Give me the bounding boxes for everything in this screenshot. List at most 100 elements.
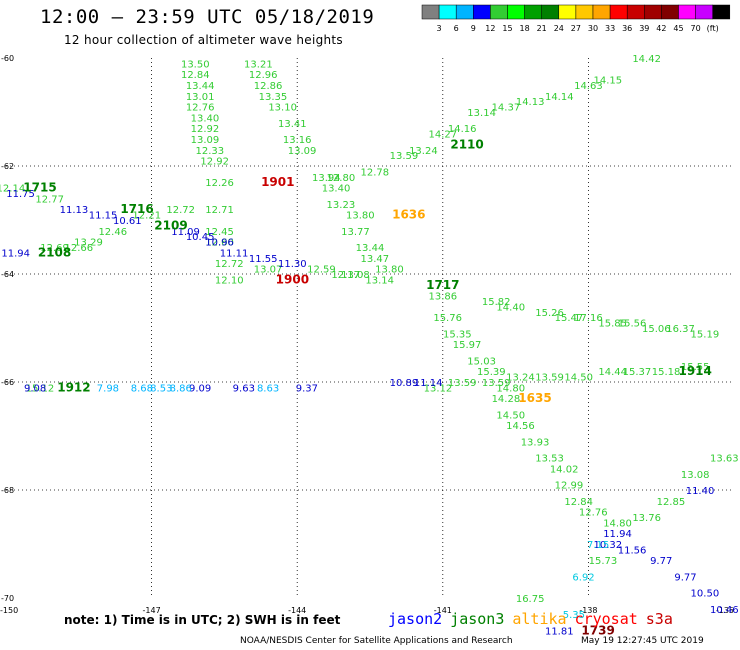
legend-label: 45 (673, 24, 683, 33)
wave-height-value: 13.40 (322, 184, 351, 195)
wave-height-value: 10.50 (691, 589, 720, 600)
wave-height-value: 12.66 (64, 243, 93, 254)
wave-height-value: 12.78 (361, 167, 390, 178)
wave-height-value: 13.09 (191, 135, 220, 146)
wave-height-value: 7.98 (97, 383, 119, 394)
wave-height-value: 12.17 (331, 270, 360, 281)
legend-label: 42 (656, 24, 666, 33)
wave-height-value: 9.09 (189, 383, 211, 394)
longitude-tick-label: -147 (143, 606, 161, 615)
satellite-altika: altika (512, 610, 567, 628)
wave-height-value: 15.19 (691, 329, 720, 340)
legend-swatch (695, 4, 713, 20)
axis-ticks: -60 -62 -64 -66 -68 -70 -150 -147 -144 -141 -138 -1… (0, 54, 734, 615)
wave-height-value: 13.29 (74, 238, 103, 249)
wave-height-value: 14.40 (496, 302, 525, 313)
track-time-label: 2109 (154, 218, 187, 232)
wave-height-value: 17.16 (574, 313, 603, 324)
map-grid (6, 58, 734, 598)
wave-height-value: 10.89 (390, 378, 419, 389)
wave-height-value: 15.76 (433, 313, 462, 324)
wave-height-value: 12.45 (205, 227, 234, 238)
observation-values: 13.5012.8413.4413.0112.7613.4012.9213.09… (0, 54, 739, 637)
wave-height-value: 11.14 (414, 378, 443, 389)
wave-height-value: 8.53 (150, 383, 172, 394)
latitude-tick-label: -60 (1, 54, 14, 63)
legend-label: 21 (537, 24, 547, 33)
wave-height-value: 13.47 (361, 254, 390, 265)
wave-height-value: 13.44 (356, 243, 385, 254)
wave-height-value: 12.96 (249, 70, 278, 81)
wave-height-value: 12.92 (200, 157, 229, 168)
track-time-label: 1636 (392, 208, 425, 222)
wave-height-value: 11.30 (278, 259, 307, 270)
wave-height-value: 15.97 (453, 340, 482, 351)
wave-height-value: 15.55 (681, 362, 710, 373)
track-time-label: 1900 (276, 272, 309, 286)
wave-height-value: 13.41 (278, 119, 307, 130)
legend-swatch (592, 4, 611, 20)
wave-height-value: 11.81 (545, 626, 574, 637)
wave-height-value: 15.06 (642, 324, 671, 335)
wave-height-value: 14.27 (428, 130, 457, 141)
wave-height-value: 13.01 (186, 92, 215, 103)
wave-height-value: 12.21 (132, 211, 161, 222)
legend-swatch (421, 4, 440, 20)
wave-height-value: 15.18 (652, 367, 681, 378)
track-time-label: 1717 (426, 278, 459, 292)
wave-height-value: 13.53 (535, 454, 564, 465)
wave-height-value: 12.59 (307, 265, 336, 276)
track-time-label: 1635 (518, 391, 551, 405)
legend-swatch (473, 4, 491, 20)
wave-height-value: 13.14 (365, 275, 394, 286)
wave-height-value: 15.26 (535, 308, 564, 319)
wave-height-value: 14.02 (550, 464, 579, 475)
legend-swatch (575, 4, 594, 20)
track-time-label: 2108 (38, 245, 71, 259)
wave-height-value: 10.96 (205, 238, 234, 249)
legend-label: 27 (571, 24, 581, 33)
wave-height-value: 14.14 (545, 92, 574, 103)
longitude-tick-label: -138 (579, 606, 597, 615)
wave-height-value: 14.56 (506, 421, 535, 432)
legend-label: 70 (691, 24, 701, 33)
legend-label: 9 (471, 24, 476, 33)
satellite-cryosat: cryosat (574, 610, 638, 628)
wave-height-value: 13.59 (482, 378, 511, 389)
legend-label: (ft) (707, 24, 719, 33)
wave-height-value: 12.84 (181, 70, 210, 81)
legend-swatch (558, 4, 577, 20)
legend-label: 12 (485, 24, 495, 33)
wave-height-value: 9.77 (650, 556, 672, 567)
wave-height-value: 13.80 (346, 211, 375, 222)
wave-height-value: 16.75 (516, 594, 545, 605)
latitude-tick-label: -70 (1, 594, 14, 603)
wave-height-value: 11.09 (171, 227, 200, 238)
wave-height-value: 11.13 (60, 205, 89, 216)
wave-height-value: 13.14 (467, 108, 496, 119)
wave-height-value: 12.76 (579, 508, 608, 519)
wave-height-value: 13.93 (521, 437, 550, 448)
latitude-tick-label: -68 (1, 486, 14, 495)
legend-swatch (455, 4, 474, 20)
wave-height-value: 13.35 (259, 92, 288, 103)
wave-height-value: 12.85 (657, 497, 686, 508)
wave-height-value: 14.42 (632, 54, 661, 65)
wave-height-value: 11.11 (220, 248, 249, 259)
wave-height-value: 13.76 (632, 513, 661, 524)
footnote: note: 1) Time is in UTC; 2) SWH is in fe… (64, 613, 341, 627)
wave-height-value: 13.09 (288, 146, 317, 157)
wave-height-value: 10.45 (186, 232, 215, 243)
wave-height-value: 14.13 (516, 97, 545, 108)
track-time-label: 1901 (261, 175, 294, 189)
wave-height-value: 14.50 (564, 373, 593, 384)
longitude-tick-label: -135 (716, 606, 734, 615)
wave-height-value: 13.59 (390, 151, 419, 162)
wave-height-value: 12.86 (254, 81, 283, 92)
latitude-tick-label: -62 (1, 162, 14, 171)
wave-height-value: 15.56 (618, 319, 647, 330)
wave-height-value: 13.23 (327, 200, 356, 211)
wave-height-value: 12.14 (0, 184, 25, 195)
wave-height-value: 14.28 (492, 394, 521, 405)
longitude-tick-label: -141 (434, 606, 452, 615)
